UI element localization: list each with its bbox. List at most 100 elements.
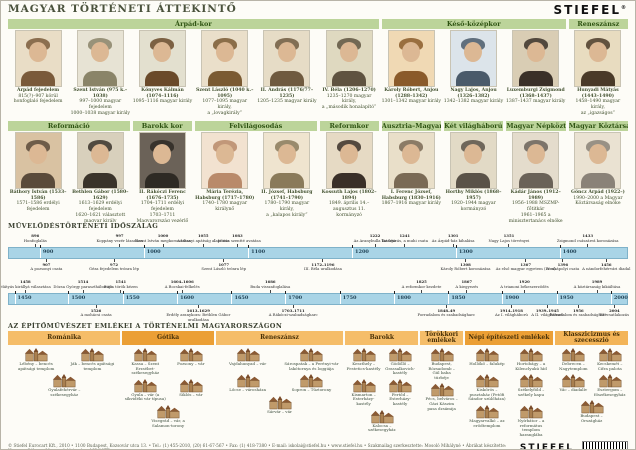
architecture-section: Debrecen – Nagytemplom Kecskemét – Cifra… bbox=[555, 346, 628, 439]
portrait-face bbox=[340, 42, 359, 62]
portrait-row-2: Báthory István (1533–1586) 1571–1586 erd… bbox=[8, 132, 628, 222]
building-label: Lőcse – városháza bbox=[229, 387, 266, 393]
portrait-caption: Göncz Árpád (1922–) 1990–2000 a Magyar K… bbox=[568, 190, 628, 207]
building-label: Esztergom – főszékesegyház bbox=[593, 387, 626, 397]
building-label: Kecskemét – Cifra palota bbox=[597, 361, 623, 371]
portrait-name: Göncz Árpád (1922–) bbox=[571, 190, 625, 195]
portrait-details: 1077–1095 magyar király, a „lovagkirály” bbox=[202, 99, 248, 116]
portrait-name: Mária Terézia, Habsburg (1717–1780) bbox=[195, 190, 255, 201]
timeline-event: 896 Honfoglalás bbox=[1, 233, 72, 247]
portrait-face bbox=[91, 144, 110, 164]
timeline-event-year: 1351 bbox=[503, 233, 515, 239]
building-item: Fertőd – Esterházy-kastély bbox=[383, 378, 417, 407]
timeline-tick-year: 1000 bbox=[146, 249, 161, 255]
timeline-event: 1308 Károly Róbert koronázása bbox=[429, 259, 503, 272]
portrait-name: Kossuth Lajos (1802–1894) bbox=[321, 190, 377, 201]
building-icon bbox=[352, 378, 376, 393]
era-band-segment: Magyar Köztársaság bbox=[568, 121, 628, 131]
portrait-details: 1301–1342 magyar király bbox=[381, 99, 441, 105]
building-icon bbox=[598, 348, 622, 362]
timeline-event: 1241 Tatárjárás, a muhi csata bbox=[368, 233, 442, 247]
timeline-tick: 900 bbox=[39, 245, 53, 258]
building-item: Sárospatak – a Perényi-vár lakótornya és… bbox=[282, 347, 341, 371]
building-label: Sárospatak – a Perényi-vár lakótornya és… bbox=[284, 361, 339, 371]
timeline-event: 1172–1196 III. Béla uralkodása bbox=[286, 259, 360, 272]
building-item: Kassa – Szent Erzsébet-székesegyház bbox=[124, 347, 166, 376]
timeline-event-text: A Bocskai-felkelés bbox=[164, 283, 200, 289]
timeline-tick: 1950 bbox=[556, 291, 573, 304]
timeline-event-text: EU-csatlakozás bbox=[599, 312, 630, 318]
portrait-face bbox=[464, 42, 483, 62]
building-icon bbox=[134, 378, 157, 393]
building-item: Budapest, Rózsadomb – Gül baba türbéje bbox=[425, 347, 459, 380]
portrait-face bbox=[91, 42, 110, 62]
tick-layer-1: 900 1000 1100 1200 1300 1400 bbox=[9, 245, 627, 258]
portrait-caption: Báthory István (1533–1586) 1571–1586 erd… bbox=[8, 190, 68, 213]
building-item: Hollókő – falukép bbox=[467, 347, 508, 371]
portrait-details: 815(?)–907 körül honfoglaló fejedelem bbox=[13, 93, 63, 105]
portrait-image bbox=[138, 30, 186, 87]
portrait-bust bbox=[394, 71, 429, 86]
building-label: Kalocsa – székesegyház bbox=[368, 422, 396, 433]
building-item: Vác – diadalív bbox=[556, 373, 590, 397]
architecture-band-segment: Barokk bbox=[345, 331, 419, 345]
timeline-event-year: 972 bbox=[110, 262, 118, 267]
building-item: Pozsony – vár bbox=[170, 347, 212, 376]
portrait-image bbox=[76, 30, 124, 87]
building-item: Gyulafehérvár – székesegyház bbox=[38, 373, 90, 397]
portrait-face bbox=[464, 144, 483, 164]
timeline-event: 1458 Mátyás királlyá választása bbox=[1, 279, 62, 293]
timeline-event-year: 1077 bbox=[218, 262, 230, 267]
stiefel-footer-logo: STIEFEL bbox=[519, 443, 574, 450]
era-band-segment: Ausztria–Magyarország bbox=[381, 121, 442, 131]
portrait-name: Bethlen Gábor (1580–1629) bbox=[72, 190, 129, 201]
portrait-caption: Mária Terézia, Habsburg (1717–1780) 1740… bbox=[195, 190, 255, 213]
building-item: Siklós – vár bbox=[170, 378, 212, 402]
timeline-event: 1526 A mohácsi csata bbox=[59, 305, 133, 318]
portrait-details: 1613–1629 erdélyi fejedelem 1620–1621 vá… bbox=[75, 201, 126, 222]
timeline-tick: 1550 bbox=[122, 291, 140, 304]
timeline-event-year: 1456 bbox=[601, 262, 612, 267]
architecture-band-segment: Gótika bbox=[122, 331, 214, 345]
portrait-caption: II. József, Habsburg (1741–1790) 1780–17… bbox=[257, 190, 317, 219]
portrait-caption: Horthy Miklós (1868–1957) 1920–1944 magy… bbox=[443, 190, 503, 213]
building-label: Fertőd – Esterházy-kastély bbox=[389, 391, 411, 406]
portrait-caption: IV. Béla (1206–1270) 1235–1270 magyar ki… bbox=[319, 88, 379, 111]
portrait-bust bbox=[580, 173, 615, 188]
portrait-details: 1387–1437 magyar király bbox=[505, 99, 566, 105]
timeline-tick-year: 1200 bbox=[354, 249, 369, 255]
portrait-cell: Kádár János (1912–1989) 1956–1988 MSZMP-… bbox=[506, 132, 566, 222]
building-icon bbox=[562, 348, 585, 362]
timeline-tick: 1000 bbox=[143, 245, 161, 258]
portrait-cell: Szent István (975 k.–1038) 997–1000 magy… bbox=[70, 30, 130, 120]
building-item: Hortobágy – a Kilenclyukú híd bbox=[511, 347, 552, 371]
architecture-section: Keszthely – Festetics-kastély Gödöllő – … bbox=[345, 346, 418, 439]
timeline-ribbon-1: 896 Honfoglalás 997 Koppány vezér lázadá… bbox=[8, 230, 630, 276]
timeline-event: 972 Géza fejedelem trónra lép bbox=[77, 259, 151, 272]
timeline-event-year: 1396 bbox=[557, 262, 569, 267]
building-label: Vajdahunyad – vár bbox=[229, 361, 267, 366]
building-group: Budapest, Rózsadomb – Gül baba türbéje P… bbox=[420, 346, 463, 412]
building-label: Pécs, belváros – Gázi Kászim pasa dzsámi… bbox=[425, 396, 458, 411]
building-item: Esztergom – főszékesegyház bbox=[593, 373, 627, 397]
portrait-row-1: Árpád fejedelem 815(?)–907 körül honfogl… bbox=[8, 30, 628, 120]
timeline-tick-year: 1750 bbox=[342, 295, 357, 301]
era-band-segment: Reneszánsz bbox=[568, 19, 628, 29]
timeline-event-year: 1848–49 bbox=[437, 308, 456, 313]
building-icon bbox=[430, 383, 454, 397]
portrait-face bbox=[526, 42, 545, 62]
portrait-details: 997–1000 magyar fejedelem 1000–1038 magy… bbox=[70, 99, 130, 116]
portrait-name: Szent László (1040 k.–1095) bbox=[196, 88, 254, 99]
timeline-event-year: 1458 bbox=[20, 279, 31, 285]
building-item: Lébény – bencés apátsági templom bbox=[10, 347, 62, 371]
portrait-bust bbox=[21, 71, 56, 86]
portrait-cell: Göncz Árpád (1922–) 1990–2000 a Magyar K… bbox=[568, 132, 628, 222]
building-label: Pozsony – vár bbox=[177, 361, 205, 366]
timeline-tick-year: 1650 bbox=[234, 295, 249, 301]
portrait-face bbox=[29, 42, 48, 62]
timeline-event: 2004 EU-csatlakozás bbox=[577, 305, 635, 318]
portrait-cell: Horthy Miklós (1868–1957) 1920–1944 magy… bbox=[443, 132, 503, 222]
time-ribbon-1: 900 1000 1100 1200 1300 1400 bbox=[8, 245, 628, 259]
tick-layer-2: 1450 1500 1550 1600 1650 1700 1750 1800 … bbox=[9, 291, 628, 304]
